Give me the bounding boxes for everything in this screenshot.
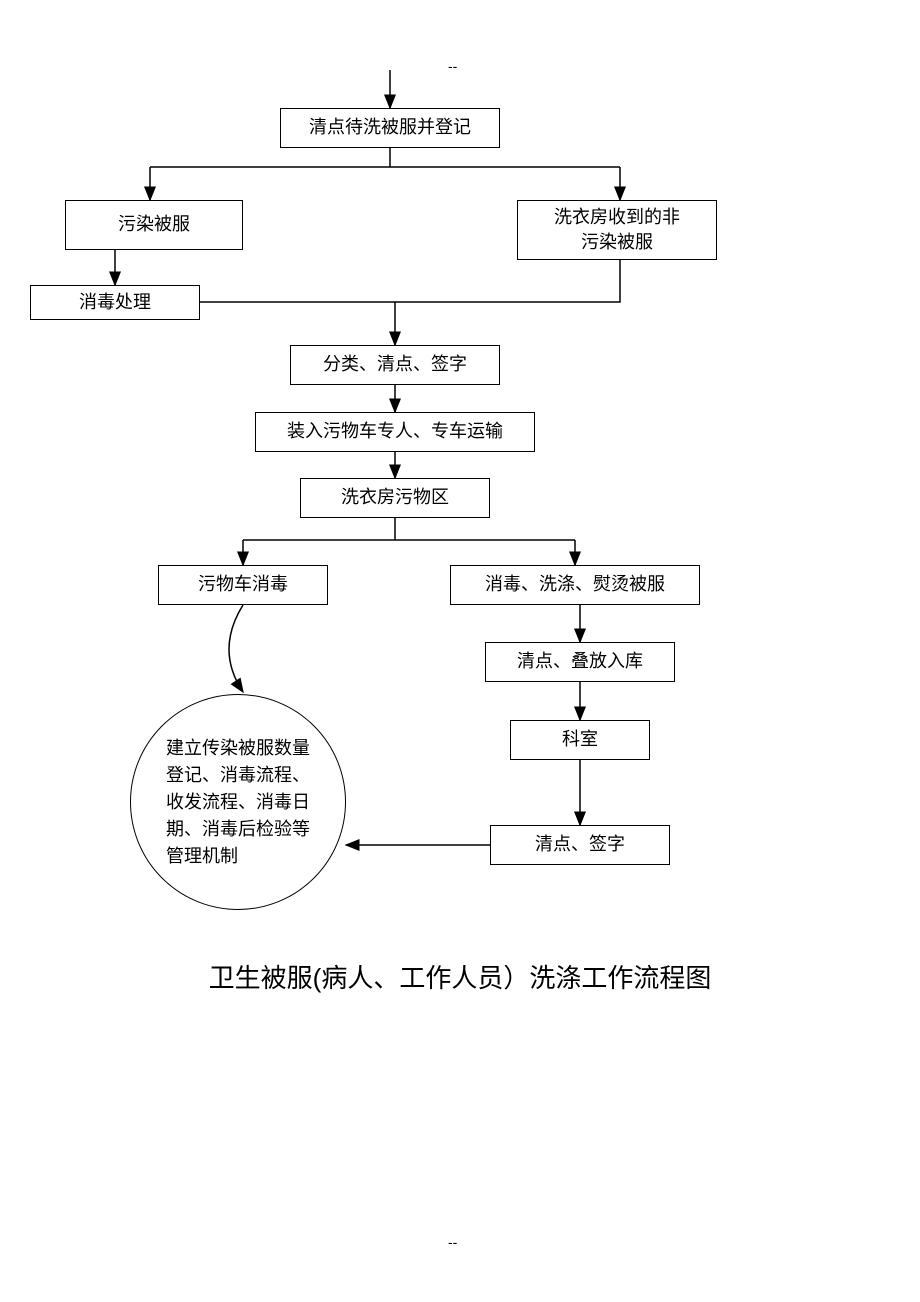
flowchart-connectors [0,0,920,1302]
node-sort-count-sign: 分类、清点、签字 [290,345,500,385]
node-label: 科室 [562,727,598,752]
node-label: 污染被服 [118,212,190,237]
node-laundry-dirty-zone: 洗衣房污物区 [300,478,490,518]
node-label: 清点、叠放入库 [517,649,643,674]
node-label: 建立传染被服数量登记、消毒流程、收发流程、消毒日期、消毒后检验等管理机制 [166,735,310,870]
flowchart-caption: 卫生被服(病人、工作人员）洗涤工作流程图 [0,958,920,995]
node-non-contaminated-received: 洗衣房收到的非污染被服 [517,200,717,260]
node-label: 消毒、洗涤、熨烫被服 [485,572,665,597]
node-count-fold-store: 清点、叠放入库 [485,642,675,682]
node-label: 消毒处理 [79,290,151,315]
node-contaminated-clothing: 污染被服 [65,200,243,250]
footer-dashes-bottom: -- [448,1234,457,1250]
node-load-transport: 装入污物车专人、专车运输 [255,412,535,452]
node-label: 清点、签字 [535,832,625,857]
node-label: 洗衣房污物区 [341,485,449,510]
node-management-mechanism: 建立传染被服数量登记、消毒流程、收发流程、消毒日期、消毒后检验等管理机制 [130,694,346,910]
node-label: 分类、清点、签字 [323,352,467,377]
header-dashes-top: -- [448,58,457,74]
node-inventory-register: 清点待洗被服并登记 [280,108,500,148]
node-disinfection-treatment: 消毒处理 [30,285,200,320]
node-department: 科室 [510,720,650,760]
node-label: 清点待洗被服并登记 [309,115,471,140]
node-disinfect-wash-iron: 消毒、洗涤、熨烫被服 [450,565,700,605]
node-label: 洗衣房收到的非污染被服 [554,205,680,255]
node-count-signature: 清点、签字 [490,825,670,865]
node-label: 装入污物车专人、专车运输 [287,419,503,444]
node-cart-disinfection: 污物车消毒 [158,565,328,605]
node-label: 污物车消毒 [198,572,288,597]
